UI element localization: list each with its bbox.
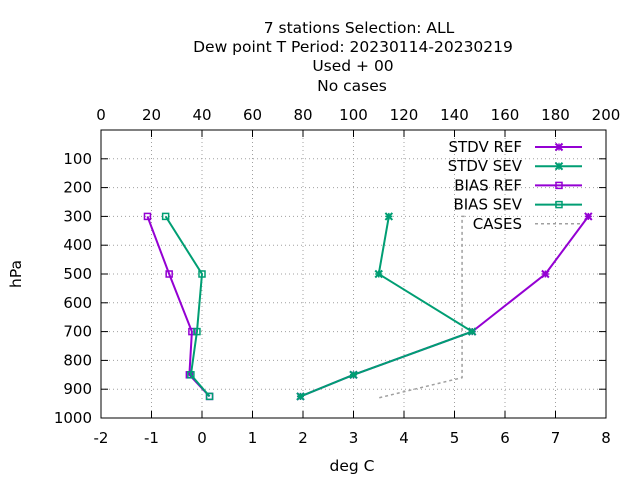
data-point [584, 212, 593, 221]
x2-tick-label: 140 [440, 106, 469, 124]
x-tick-label: 3 [349, 429, 359, 447]
series-group [143, 212, 593, 401]
legend-label: BIAS REF [454, 176, 522, 194]
data-point [198, 270, 206, 278]
y-tick-label: 700 [63, 323, 92, 341]
x2-tick-label: 0 [96, 106, 106, 124]
data-point [161, 212, 170, 221]
y-tick-label: 100 [63, 150, 92, 168]
x2-tick-label: 120 [390, 106, 419, 124]
legend-marker [555, 200, 563, 209]
data-point [374, 269, 383, 279]
data-point [384, 212, 394, 221]
y-tick-label: 900 [63, 380, 92, 398]
y-tick-label: 400 [63, 236, 92, 254]
title-block: 7 stations Selection: ALL Dew point T Pe… [193, 19, 513, 95]
series-line-5 [378, 215, 465, 399]
x-tick-label: -1 [144, 429, 159, 447]
x-tick-label: 1 [248, 429, 258, 447]
data-point [187, 371, 195, 379]
data-point [467, 327, 477, 336]
x2-tick-label: 20 [142, 106, 161, 124]
series-line-1 [300, 215, 590, 398]
legend-marker [555, 181, 563, 190]
data-point [541, 269, 550, 279]
legend-label: STDV REF [448, 138, 522, 156]
legend-label: BIAS SEV [453, 196, 522, 214]
series-line-3 [146, 216, 211, 398]
x2-tick-label: 100 [339, 106, 368, 124]
data-point [296, 392, 305, 401]
x2-tick-label: 60 [243, 106, 262, 124]
legend-marker [554, 142, 564, 152]
data-point [188, 327, 196, 336]
cases-series [378, 215, 465, 399]
data-point [205, 392, 214, 401]
x-tick-label: 0 [197, 429, 207, 447]
legend-label: STDV SEV [448, 157, 523, 175]
x-tick-label: 5 [450, 429, 460, 447]
legend-label: CASES [473, 215, 522, 233]
title-line-3: Used + 00 [312, 57, 393, 75]
y-tick-label: 600 [63, 294, 92, 312]
y-tick-label: 800 [63, 351, 92, 369]
x2-tick-label: 80 [293, 106, 312, 124]
x2-tick-label: 180 [541, 106, 570, 124]
x2-tick-label: 200 [592, 106, 621, 124]
x-tick-label: 2 [298, 429, 308, 447]
x-tick-label: 7 [551, 429, 561, 447]
series-line-4 [164, 215, 211, 398]
y-tick-label: 500 [63, 265, 92, 283]
legend-marker [554, 161, 564, 171]
x-tick-label: -2 [94, 429, 109, 447]
x2-tick-label: 40 [192, 106, 211, 124]
axis-ticks: -2 -1 0 1 2 3 4 5 6 7 80 20 40 60 80 100 120 140 160 180 200… [54, 106, 621, 447]
y-tick-label: 1000 [54, 409, 92, 427]
data-point [193, 327, 201, 336]
data-point [143, 212, 152, 221]
data-point [165, 270, 173, 278]
title-line-1: 7 stations Selection: ALL [264, 19, 455, 37]
data-point [349, 370, 358, 380]
x-tick-label: 4 [399, 429, 409, 447]
x-tick-label: 6 [500, 429, 510, 447]
grid [101, 130, 606, 418]
y-axis-label: hPa [7, 260, 25, 288]
x-axis-label: deg C [330, 457, 375, 475]
title-line-4: No cases [317, 77, 387, 95]
title-line-2: Dew point T Period: 20230114-20230219 [193, 38, 513, 56]
y-tick-label: 200 [63, 179, 92, 197]
series-line-2 [300, 216, 475, 398]
x2-tick-label: 160 [491, 106, 520, 124]
y-tick-label: 300 [63, 207, 92, 225]
x-tick-label: 8 [601, 429, 611, 447]
